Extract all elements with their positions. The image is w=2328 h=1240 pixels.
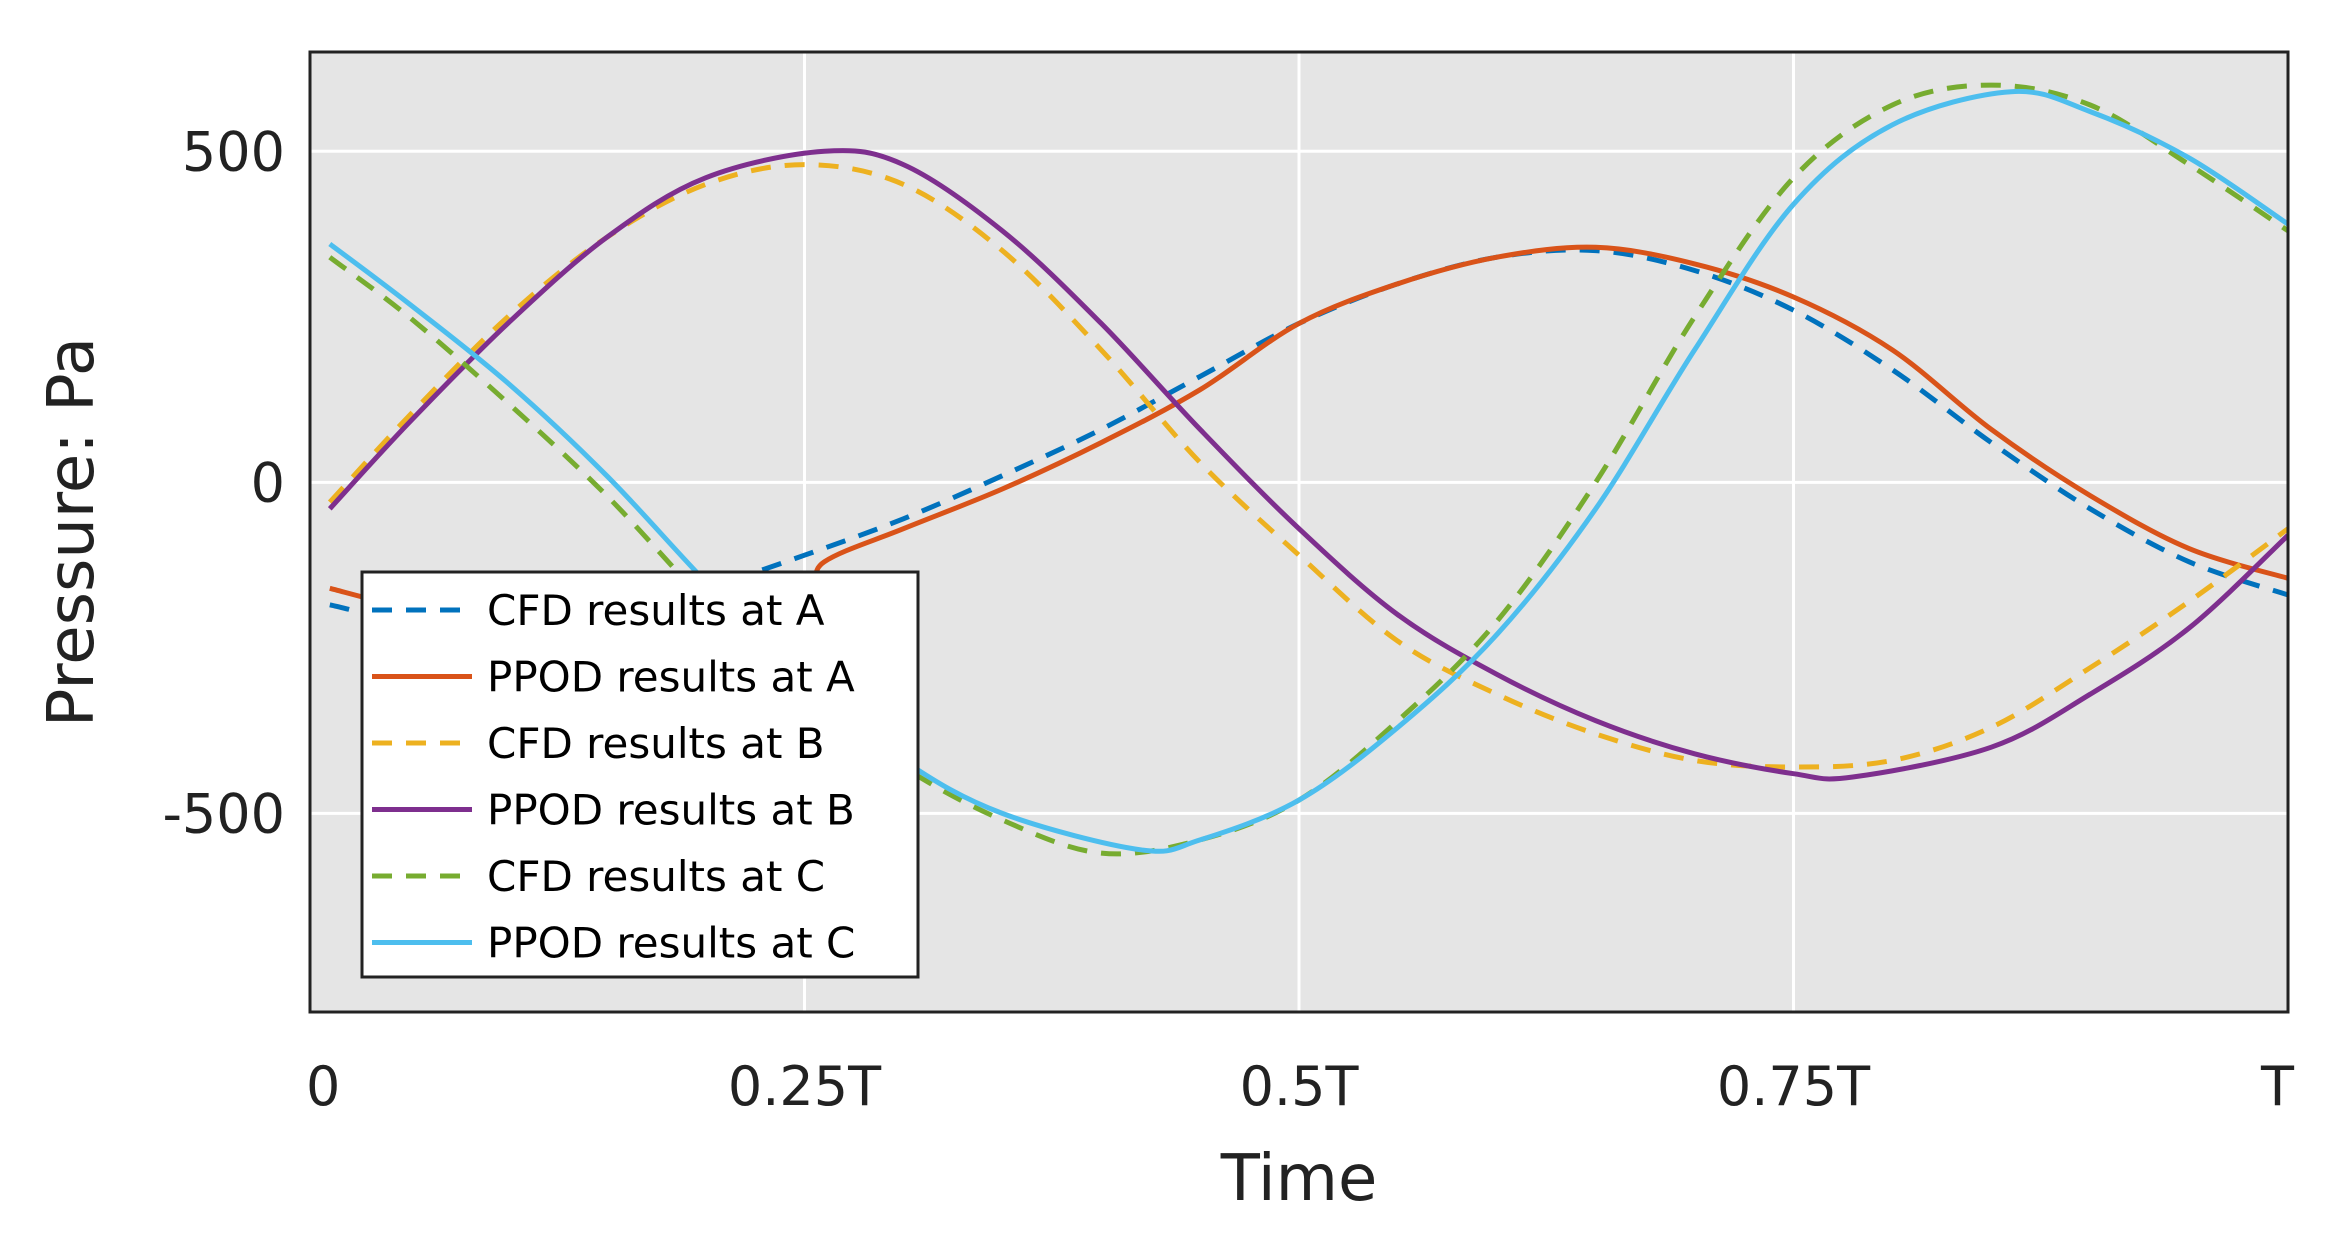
legend-label: CFD results at C — [487, 852, 825, 901]
series-line-4 — [327, 148, 2288, 782]
legend-label: CFD results at B — [487, 719, 825, 768]
legend: CFD results at A PPOD results at A CFD res… — [360, 570, 920, 979]
legend-box — [360, 570, 920, 979]
y-tick-label: -500 — [162, 782, 285, 845]
series-layer — [327, 82, 2288, 857]
series-line-6 — [328, 88, 2288, 854]
x-tick-labels: 0 0.25T 0.5T 0.75T T — [306, 1055, 2295, 1118]
x-tick-label: 0 — [306, 1055, 340, 1118]
y-axis-title: Pressure: Pa — [35, 337, 109, 727]
plot-frame — [308, 50, 2290, 1014]
x-tick-label: 0.5T — [1240, 1055, 1360, 1118]
legend-label: PPOD results at B — [487, 786, 855, 835]
legend-label: PPOD results at C — [487, 919, 855, 968]
x-axis-title: Time — [1220, 1142, 1378, 1216]
legend-label: PPOD results at A — [487, 653, 855, 702]
x-tick-label: 0.75T — [1717, 1055, 1871, 1118]
y-tick-label: 500 — [182, 120, 285, 183]
series-line-5 — [328, 82, 2288, 857]
y-tick-labels: 500 0 -500 — [162, 120, 285, 845]
x-tick-label: T — [2260, 1055, 2295, 1118]
legend-label: CFD results at A — [487, 586, 825, 635]
x-tick-label: 0.25T — [728, 1055, 882, 1118]
y-tick-label: 0 — [251, 451, 285, 514]
